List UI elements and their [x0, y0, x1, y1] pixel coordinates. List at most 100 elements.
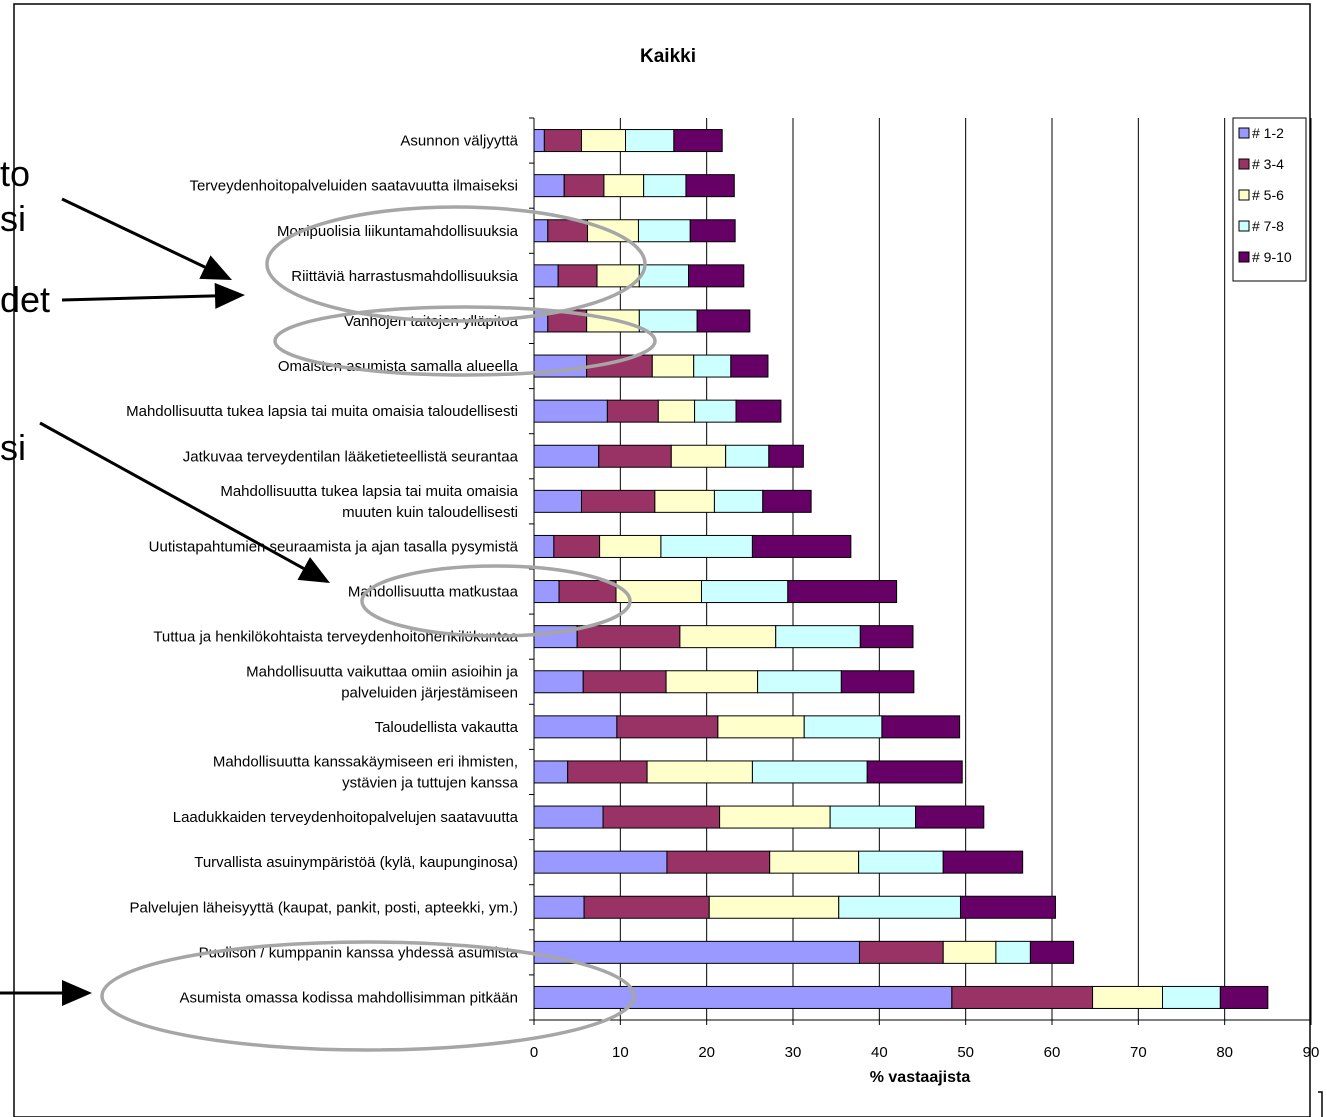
- bar-segment: [533, 534, 555, 558]
- annotation-arrow: [61, 282, 245, 309]
- legend-swatch: [1238, 127, 1250, 139]
- category-label: Puolison / kumppanin kanssa yhdessä asum…: [199, 944, 519, 961]
- bar-segment: [603, 174, 645, 198]
- bar-segment: [533, 760, 569, 784]
- side-label: to: [0, 153, 30, 194]
- x-tick-label: 80: [1216, 1044, 1233, 1061]
- bar-segment: [660, 534, 753, 558]
- bar-segment: [858, 940, 944, 964]
- bar-segment: [859, 625, 914, 649]
- bar-segment: [643, 174, 687, 198]
- highlight-ellipse: [265, 205, 647, 323]
- category-label: Riittäviä harrastusmahdollisuuksia: [291, 268, 518, 285]
- bar-segment: [583, 895, 710, 919]
- bar-segment: [942, 940, 997, 964]
- bar-segment: [654, 489, 715, 513]
- bar-segment: [616, 715, 719, 739]
- bar-segment: [751, 534, 852, 558]
- bar-segment: [665, 670, 759, 694]
- bar-segment: [533, 850, 668, 874]
- bar-segment: [866, 760, 963, 784]
- category-label: Mahdollisuutta tukea lapsia tai muita om…: [126, 403, 518, 420]
- bar-segment: [533, 129, 545, 153]
- bar-segment: [598, 444, 672, 468]
- category-label: Laadukkaiden terveydenhoitopalvelujen sa…: [173, 809, 519, 826]
- x-tick-label: 10: [612, 1044, 629, 1061]
- bar-segment: [576, 625, 681, 649]
- bar-segment: [533, 940, 860, 964]
- bar-segment: [881, 715, 961, 739]
- category-label: Mahdollisuutta tukea lapsia tai muita om…: [220, 483, 518, 500]
- category-label: Omaisten asumista samalla alueella: [278, 358, 519, 375]
- legend-label: # 1-2: [1252, 125, 1284, 141]
- bar-segment: [803, 715, 883, 739]
- bar-segment: [751, 760, 868, 784]
- bar-segment: [1162, 985, 1221, 1009]
- bar-segment: [769, 850, 860, 874]
- legend-swatch: [1238, 220, 1250, 232]
- bar-segment: [638, 264, 690, 288]
- bar-segment: [693, 354, 732, 378]
- bar-segment: [685, 174, 735, 198]
- legend-swatch: [1238, 158, 1250, 170]
- highlight-ellipse: [360, 564, 632, 638]
- bar-segment: [580, 489, 656, 513]
- category-label: muuten kuin taloudellisesti: [342, 504, 518, 521]
- x-tick-label: 70: [1130, 1044, 1147, 1061]
- bar-segment: [775, 625, 861, 649]
- bar-segment: [942, 850, 1024, 874]
- annotation-arrow: [39, 421, 330, 583]
- bar-segment: [688, 264, 745, 288]
- bar-segment: [959, 895, 1056, 919]
- category-label: Uutistapahtumien seuraamista ja ajan tas…: [149, 538, 519, 555]
- bar-segment: [689, 219, 736, 243]
- category-label: Mahdollisuutta kanssakäymiseen eri ihmis…: [213, 753, 518, 770]
- bar-segment: [725, 444, 770, 468]
- x-axis-title: % vastaajista: [870, 1069, 971, 1086]
- x-tick-label: 0: [530, 1044, 538, 1061]
- x-tick-label: 20: [698, 1044, 715, 1061]
- bar-segment: [696, 309, 751, 333]
- bar-segment: [735, 399, 782, 423]
- bar-segment: [563, 174, 605, 198]
- chart-title: Kaikki: [640, 46, 696, 67]
- bar-segment: [670, 444, 727, 468]
- annotation-arrow: [61, 197, 232, 280]
- bar-segment: [533, 219, 549, 243]
- chart-frame: [13, 3, 1311, 1117]
- bar-segment: [582, 670, 667, 694]
- bar-segment: [533, 444, 600, 468]
- bar-segment: [646, 760, 753, 784]
- bar-segment: [858, 850, 944, 874]
- bar-segment: [606, 399, 659, 423]
- bar-segment: [915, 805, 985, 829]
- x-tick-label: 40: [871, 1044, 888, 1061]
- annotation-arrow: [0, 980, 92, 1006]
- category-label: Monipuolisia liikuntamahdollisuuksia: [277, 223, 519, 240]
- side-label: det: [0, 279, 50, 320]
- bar-segment: [533, 805, 604, 829]
- legend-swatch: [1238, 251, 1250, 263]
- bar-segment: [717, 715, 805, 739]
- category-label: Taloudellista vakautta: [375, 719, 519, 736]
- bar-segment: [995, 940, 1031, 964]
- bar-segment: [673, 129, 723, 153]
- x-tick-label: 30: [785, 1044, 802, 1061]
- bar-segment: [1219, 985, 1269, 1009]
- bar-segment: [599, 534, 662, 558]
- bar-segment: [730, 354, 769, 378]
- bar-segment: [694, 399, 737, 423]
- bar-segment: [533, 895, 585, 919]
- category-label: Jatkuvaa terveydentilan lääketieteellist…: [183, 448, 519, 465]
- category-label: Terveydenhoitopalveluiden saatavuutta il…: [189, 178, 518, 195]
- bar-segment: [558, 580, 617, 604]
- bar-segment: [567, 760, 648, 784]
- category-label: Asunnon väljyyttä: [400, 133, 518, 150]
- side-label: si: [0, 198, 26, 239]
- x-tick-label: 90: [1303, 1044, 1320, 1061]
- bar-segment: [838, 895, 961, 919]
- bar-segment: [638, 309, 698, 333]
- bar-segment: [757, 670, 842, 694]
- side-label: si: [0, 427, 26, 468]
